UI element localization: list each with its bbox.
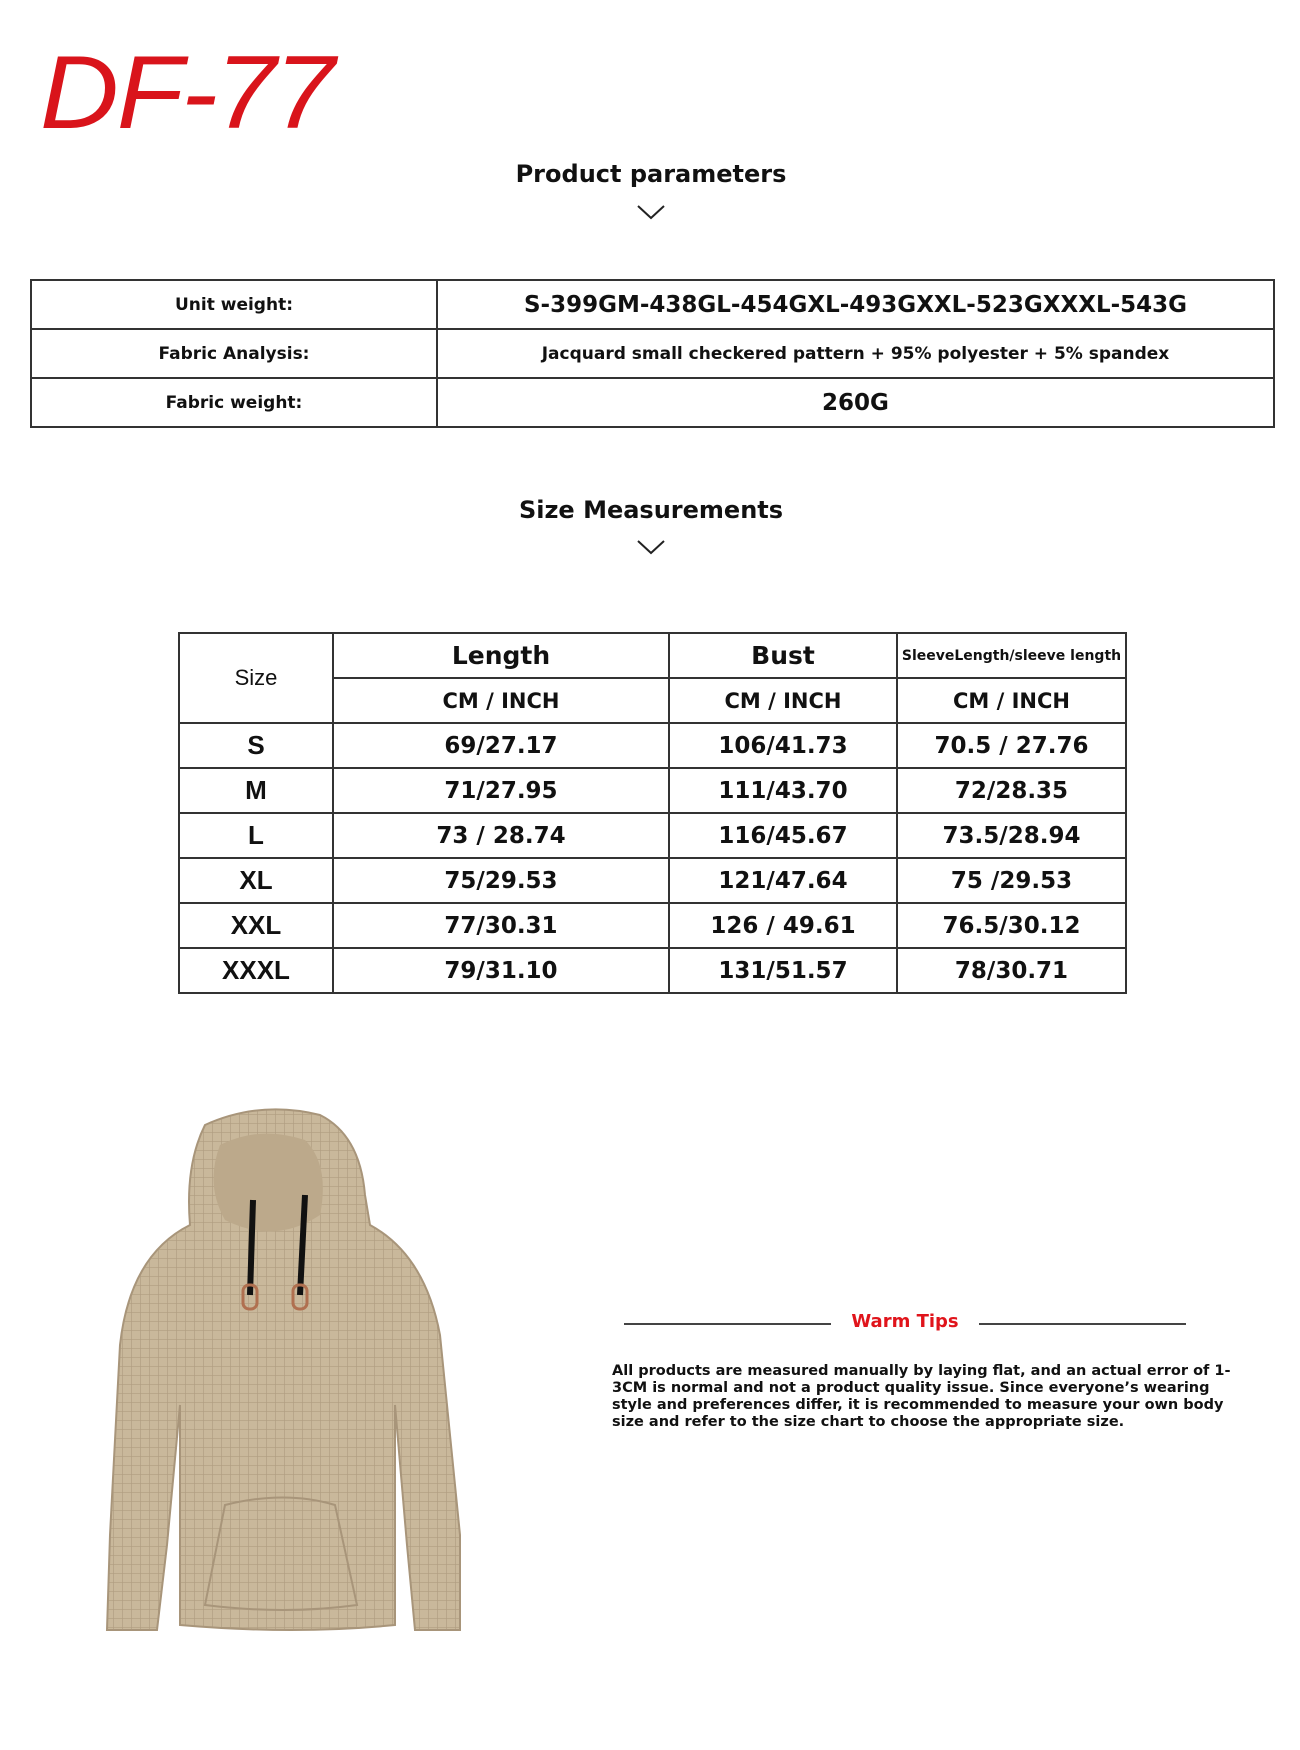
header-bust: Bust <box>668 632 898 679</box>
drawstring-right <box>297 1194 308 1296</box>
brand-logo: DF-77 <box>40 35 335 151</box>
unit-label: CM / INCH <box>668 677 898 724</box>
bust-cell: 131/51.57 <box>668 947 898 994</box>
sleeve-cell: 73.5/28.94 <box>896 812 1127 859</box>
divider-line <box>979 1323 1186 1325</box>
size-row: XL 75/29.53 121/47.64 75 /29.53 <box>178 857 1127 904</box>
unit-label: CM / INCH <box>896 677 1127 724</box>
param-label: Unit weight: <box>30 279 438 330</box>
param-value: Jacquard small checkered pattern + 95% p… <box>436 328 1275 379</box>
size-row: XXXL 79/31.10 131/51.57 78/30.71 <box>178 947 1127 994</box>
size-chart-table: Size Length Bust SleeveLength/sleeve len… <box>178 632 1127 994</box>
length-cell: 79/31.10 <box>332 947 670 994</box>
header-length: Length <box>332 632 670 679</box>
length-cell: 77/30.31 <box>332 902 670 949</box>
size-row: S 69/27.17 106/41.73 70.5 / 27.76 <box>178 722 1127 769</box>
size-row: M 71/27.95 111/43.70 72/28.35 <box>178 767 1127 814</box>
header-sleeve: SleeveLength/sleeve length <box>896 632 1127 679</box>
sleeve-cell: 75 /29.53 <box>896 857 1127 904</box>
bust-cell: 126 / 49.61 <box>668 902 898 949</box>
header-row: Size Length Bust SleeveLength/sleeve len… <box>178 632 1127 724</box>
param-value: 260G <box>436 377 1275 428</box>
sleeve-cell: 70.5 / 27.76 <box>896 722 1127 769</box>
size-cell: L <box>178 812 334 859</box>
bust-cell: 111/43.70 <box>668 767 898 814</box>
divider-line <box>624 1323 831 1325</box>
product-parameters-title: Product parameters <box>515 160 787 188</box>
header-size: Size <box>178 632 334 724</box>
sleeve-cell: 78/30.71 <box>896 947 1127 994</box>
size-measurements-title: Size Measurements <box>518 496 784 524</box>
table-row: Unit weight: S-399GM-438GL-454GXL-493GXXL… <box>30 279 1275 330</box>
param-label: Fabric Analysis: <box>30 328 438 379</box>
table-row: Fabric Analysis: Jacquard small checkered… <box>30 328 1275 379</box>
warm-tips-title: Warm Tips <box>851 1311 959 1332</box>
size-cell: M <box>178 767 334 814</box>
size-cell: XXL <box>178 902 334 949</box>
table-row: Fabric weight: 260G <box>30 377 1275 428</box>
size-cell: XXXL <box>178 947 334 994</box>
bust-cell: 121/47.64 <box>668 857 898 904</box>
sleeve-cell: 76.5/30.12 <box>896 902 1127 949</box>
hoodie-product-image <box>105 1108 461 1631</box>
size-cell: XL <box>178 857 334 904</box>
sleeve-cell: 72/28.35 <box>896 767 1127 814</box>
length-cell: 75/29.53 <box>332 857 670 904</box>
warm-tips-text: All products are measured manually by la… <box>612 1363 1231 1430</box>
size-row: XXL 77/30.31 126 / 49.61 76.5/30.12 <box>178 902 1127 949</box>
chevron-down-icon <box>637 205 665 220</box>
bust-cell: 106/41.73 <box>668 722 898 769</box>
chevron-down-icon <box>637 540 665 555</box>
size-row: L 73 / 28.74 116/45.67 73.5/28.94 <box>178 812 1127 859</box>
length-cell: 71/27.95 <box>332 767 670 814</box>
unit-label: CM / INCH <box>332 677 670 724</box>
length-cell: 73 / 28.74 <box>332 812 670 859</box>
length-cell: 69/27.17 <box>332 722 670 769</box>
param-value: S-399GM-438GL-454GXL-493GXXL-523GXXXL-54… <box>436 279 1275 330</box>
unit-row: CM / INCH CM / INCH CM / INCH <box>179 677 1127 724</box>
drawstring-left <box>247 1199 256 1296</box>
size-cell: S <box>178 722 334 769</box>
param-label: Fabric weight: <box>30 377 438 428</box>
bust-cell: 116/45.67 <box>668 812 898 859</box>
product-parameters-table: Unit weight: S-399GM-438GL-454GXL-493GXXL… <box>30 279 1275 428</box>
